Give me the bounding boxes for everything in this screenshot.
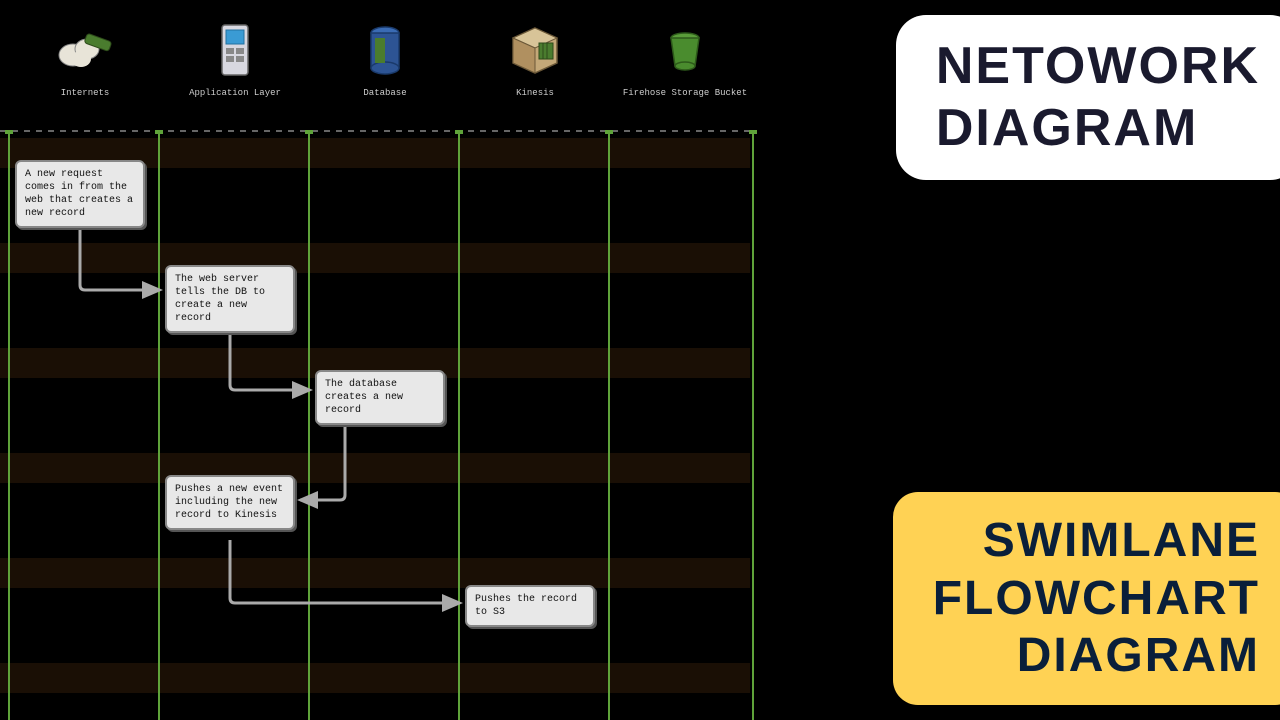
grid-top-border — [0, 130, 750, 132]
lane-header-application: Application Layer — [160, 20, 310, 98]
lane-header-kinesis: Kinesis — [460, 20, 610, 98]
title-line: DIAGRAM — [933, 627, 1260, 685]
title-line: FLOWCHART — [933, 570, 1260, 628]
lane-divider — [8, 130, 10, 720]
title-network-diagram: NETOWORK DIAGRAM — [896, 15, 1280, 180]
cloud-icon — [55, 20, 115, 80]
step-push-kinesis: Pushes a new event including the new rec… — [165, 475, 295, 530]
title-line: NETOWORK — [936, 35, 1260, 97]
lane-label: Database — [310, 88, 460, 98]
cube-icon — [505, 20, 565, 80]
lane-label: Firehose Storage Bucket — [610, 88, 760, 98]
server-icon — [205, 20, 265, 80]
title-swimlane-flowchart: SWIMLANE FLOWCHART DIAGRAM — [893, 492, 1280, 705]
lane-divider — [458, 130, 460, 720]
lane-divider — [608, 130, 610, 720]
lane-label: Application Layer — [160, 88, 310, 98]
step-webserver-db: The web server tells the DB to create a … — [165, 265, 295, 333]
lane-divider — [752, 130, 754, 720]
lane-header-firehose: Firehose Storage Bucket — [610, 20, 760, 98]
lane-divider — [308, 130, 310, 720]
swimlane-diagram: Internets Application Layer Database — [0, 0, 780, 720]
lane-header-database: Database — [310, 20, 460, 98]
lane-label: Kinesis — [460, 88, 610, 98]
lane-header-internets: Internets — [10, 20, 160, 98]
title-line: DIAGRAM — [936, 97, 1260, 159]
step-db-create: The database creates a new record — [315, 370, 445, 425]
row-band — [0, 663, 750, 693]
step-push-s3: Pushes the record to S3 — [465, 585, 595, 627]
lane-label: Internets — [10, 88, 160, 98]
title-line: SWIMLANE — [933, 512, 1260, 570]
row-band — [0, 558, 750, 588]
row-band — [0, 243, 750, 273]
lane-divider — [158, 130, 160, 720]
row-band — [0, 453, 750, 483]
step-internets-request: A new request comes in from the web that… — [15, 160, 145, 228]
cylinder-icon — [355, 20, 415, 80]
swimlane-grid: A new request comes in from the web that… — [0, 130, 780, 720]
bucket-icon — [655, 20, 715, 80]
